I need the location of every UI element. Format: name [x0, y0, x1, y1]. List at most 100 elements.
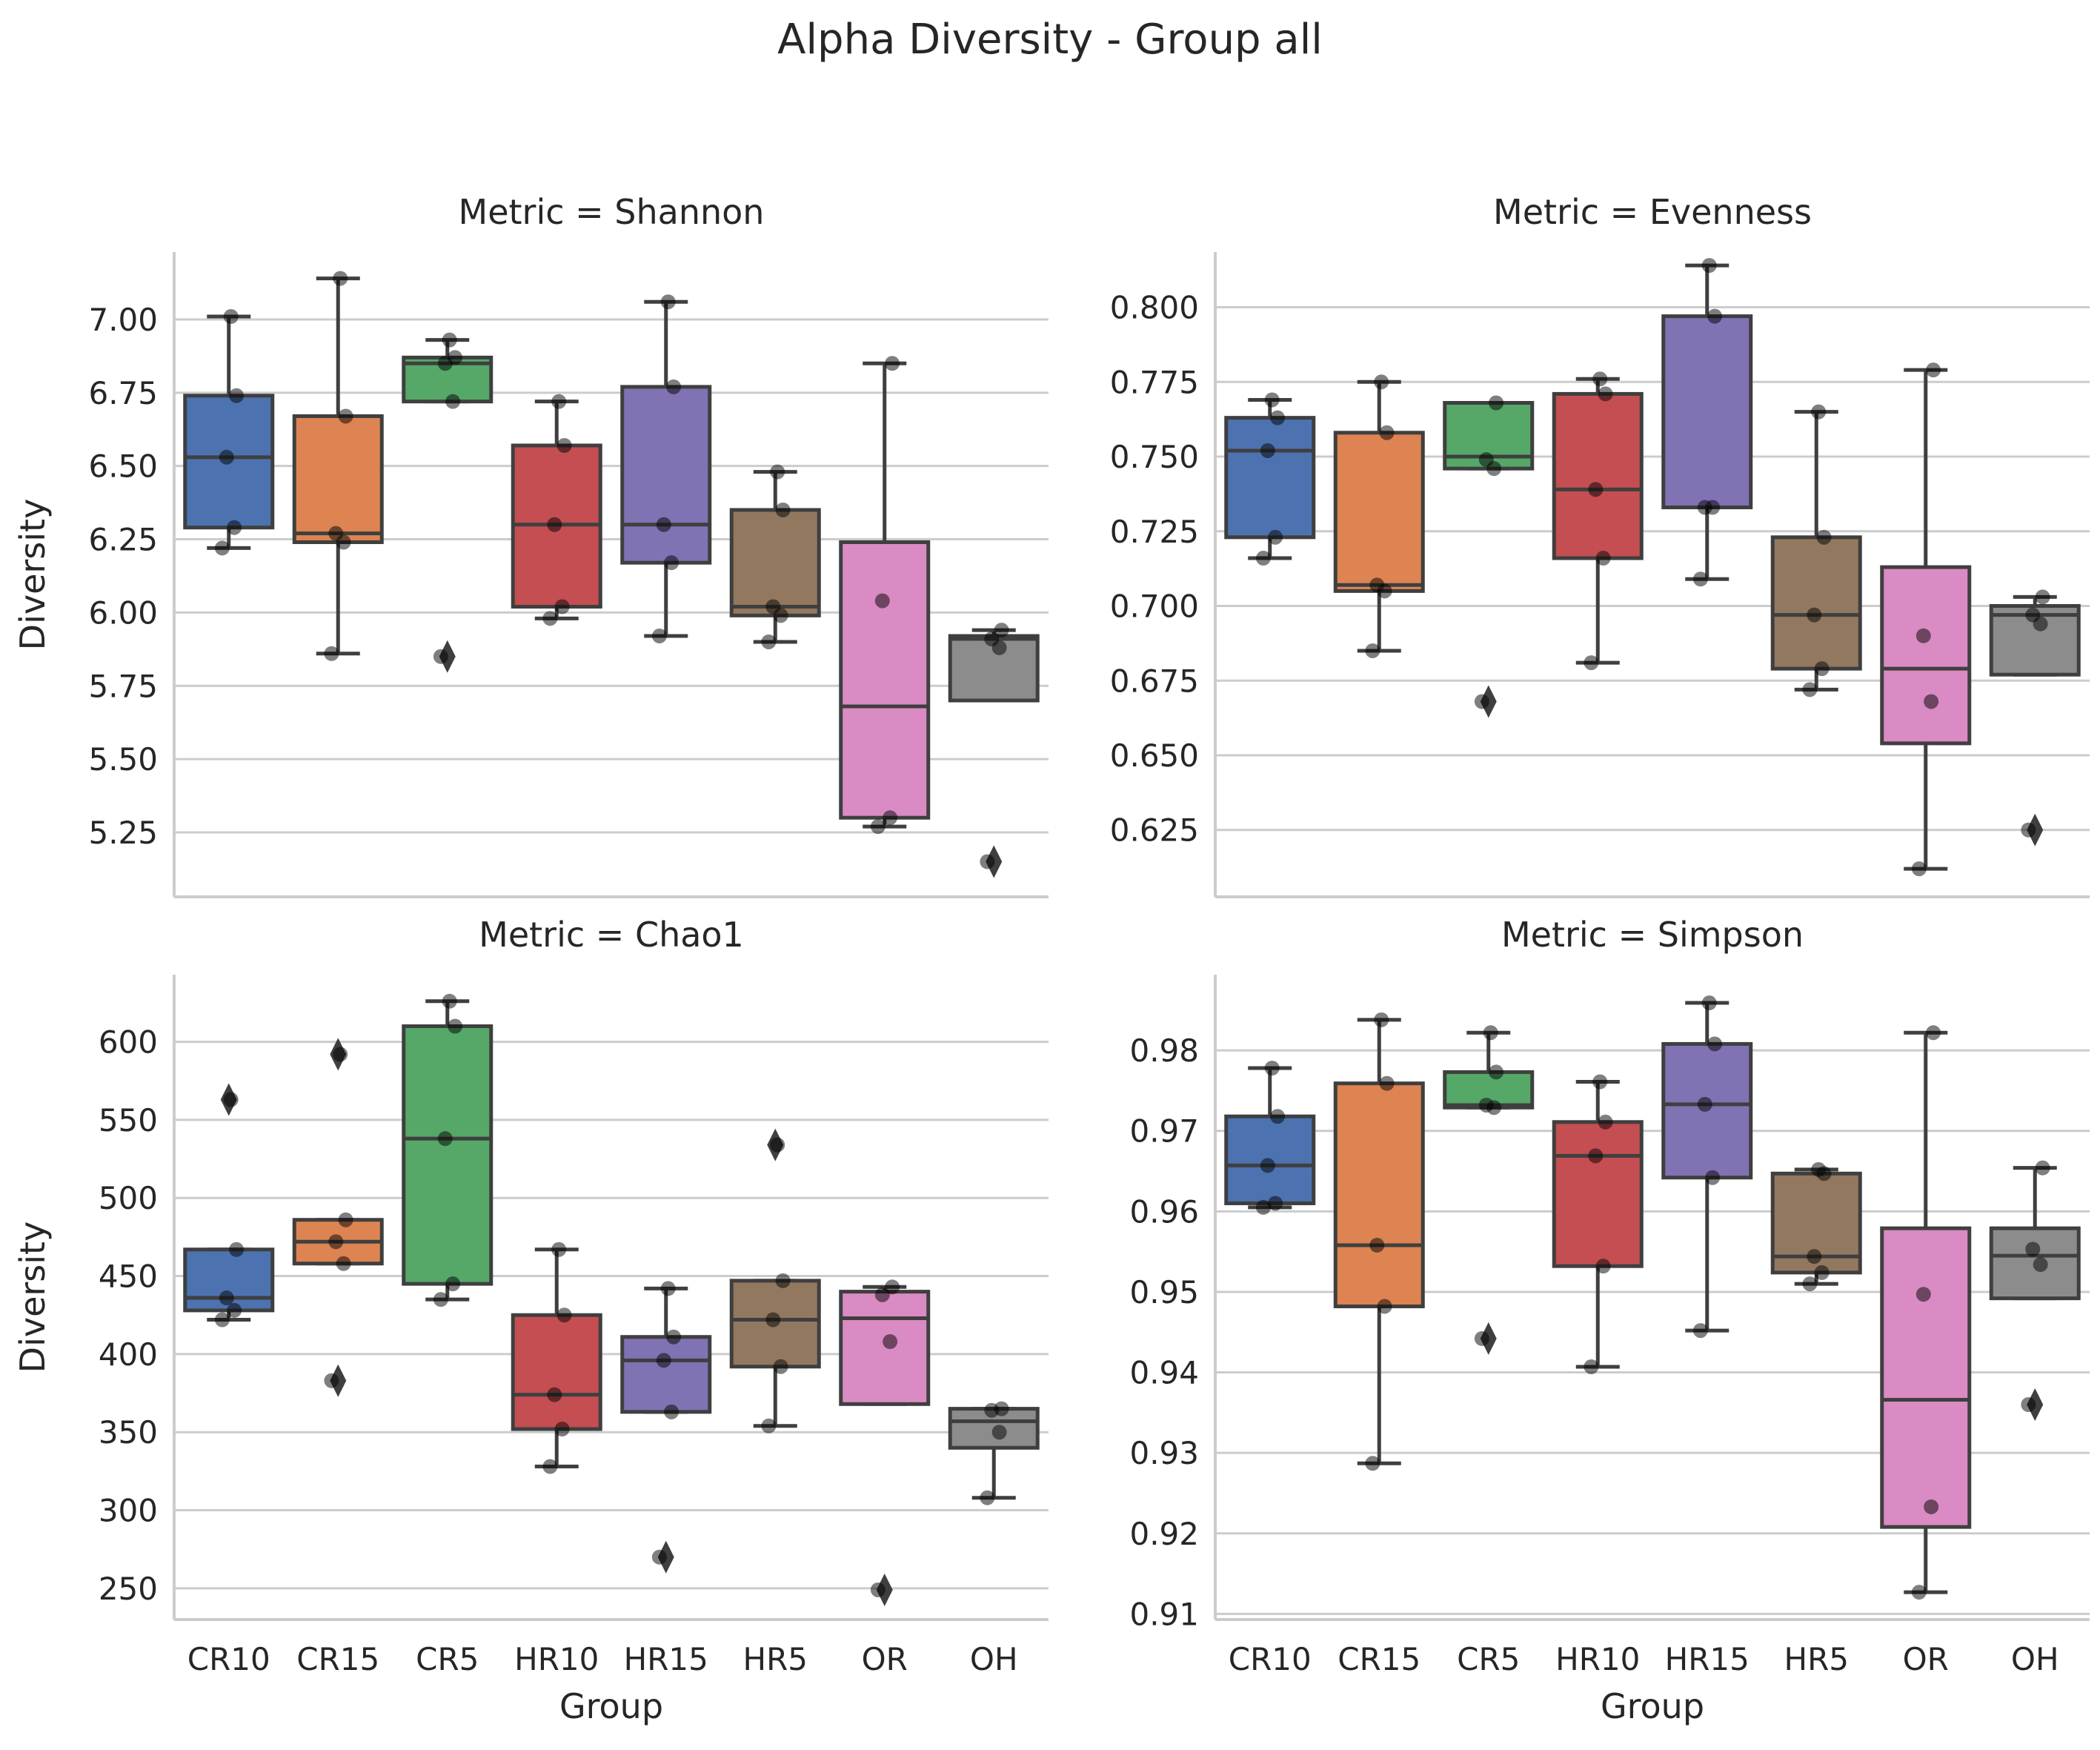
data-point [666, 1329, 682, 1345]
box-hr5 [729, 1128, 821, 1434]
x-tick-label: OH [970, 1641, 1018, 1677]
y-tick-label: 6.75 [88, 375, 158, 411]
y-tick-label: 0.625 [1110, 812, 1199, 849]
box-cr15 [1333, 374, 1425, 658]
data-point [542, 1459, 558, 1474]
panel-title: Metric = Simpson [1501, 915, 1804, 955]
y-tick-label: 0.650 [1110, 738, 1199, 774]
panel-evenness: 0.625 0.650 0.675 0.700 0.725 0.750 0.775 0.800… [1110, 192, 2090, 898]
box-hr10 [511, 1242, 602, 1474]
box-hr5 [729, 464, 821, 649]
box-body [1552, 391, 1644, 560]
data-point [445, 394, 461, 409]
box-or [839, 1279, 931, 1606]
data-point [1478, 452, 1494, 468]
box-oh [1989, 1160, 2081, 1421]
data-point [1807, 1249, 1822, 1265]
x-tick-label: CR10 [1229, 1641, 1312, 1677]
data-point [994, 1401, 1009, 1416]
box-hr5 [1770, 1161, 1862, 1292]
y-tick-label: 5.75 [88, 668, 158, 704]
data-point [1260, 443, 1275, 458]
data-point [1598, 386, 1613, 402]
data-point [1814, 661, 1830, 677]
data-point [223, 309, 239, 324]
data-point [1915, 1287, 1931, 1302]
data-point [214, 1312, 230, 1328]
data-point [1584, 655, 1599, 671]
data-point [1592, 371, 1608, 387]
box-hr15 [1661, 258, 1753, 587]
data-point [2035, 589, 2050, 605]
box-body [511, 1313, 602, 1431]
data-point [1592, 1074, 1608, 1090]
y-tick-label: 0.750 [1110, 439, 1199, 475]
data-point [1478, 1097, 1494, 1113]
data-point [1811, 1161, 1827, 1177]
data-point [219, 1290, 234, 1306]
data-point [1374, 374, 1389, 390]
data-point [1707, 1036, 1723, 1052]
data-point [433, 1292, 448, 1307]
data-point [885, 1279, 900, 1295]
x-tick-label: OR [1903, 1641, 1949, 1677]
data-point [1692, 1323, 1708, 1339]
box-body [1552, 1120, 1644, 1268]
data-point [328, 1234, 344, 1250]
box-body [402, 1024, 494, 1286]
y-tick-label: 0.775 [1110, 364, 1199, 400]
box-body [839, 540, 931, 820]
data-point [547, 517, 562, 532]
panel-title: Metric = Shannon [459, 192, 765, 232]
data-point [660, 1281, 676, 1296]
data-point [980, 1490, 995, 1505]
data-point [885, 356, 900, 371]
data-point [2033, 1257, 2048, 1273]
data-point [1588, 1148, 1604, 1164]
x-tick-label: HR15 [624, 1641, 708, 1677]
data-point [1255, 551, 1271, 566]
x-axis-label: Group [1601, 1686, 1704, 1726]
data-point [1489, 395, 1504, 411]
data-point [547, 1387, 562, 1402]
y-tick-label: 0.675 [1110, 663, 1199, 699]
data-point [445, 1276, 461, 1292]
data-point [651, 1549, 667, 1565]
data-point [656, 517, 671, 532]
data-point [1802, 1276, 1818, 1292]
box-cr5 [1443, 1025, 1535, 1355]
data-point [1270, 410, 1286, 425]
y-tick-label: 0.98 [1129, 1033, 1199, 1069]
data-point [1814, 1265, 1830, 1280]
box-body [1333, 1081, 1425, 1308]
box-body [620, 1335, 712, 1414]
panel-chao1: 250 300 350 400 450 500 550 600 Metric = Chao1 Di… [13, 915, 1049, 1726]
x-tick-label: OR [862, 1641, 908, 1677]
y-tick-label: 0.96 [1129, 1193, 1199, 1230]
panel-title: Metric = Evenness [1493, 192, 1812, 232]
data-point [2021, 822, 2036, 838]
data-point [338, 408, 353, 424]
x-tick-label: CR5 [1457, 1641, 1520, 1677]
data-point [1369, 1237, 1385, 1253]
data-point [984, 632, 1000, 646]
data-point [775, 1273, 791, 1288]
data-point [660, 294, 676, 310]
x-axis-label: Group [559, 1686, 663, 1726]
box-hr5 [1770, 404, 1862, 697]
box-cr5 [402, 332, 494, 673]
panel-shannon: 5.25 5.50 5.75 6.00 6.25 6.50 6.75 7.00 Metric =… [13, 192, 1049, 898]
data-point [651, 629, 667, 644]
data-point [770, 464, 785, 480]
data-point [1811, 404, 1827, 420]
data-point [338, 1212, 353, 1227]
box-hr10 [511, 394, 602, 626]
data-point [991, 1425, 1007, 1440]
data-point [1705, 1170, 1721, 1185]
data-point [765, 1312, 781, 1328]
data-point [227, 520, 242, 535]
box-cr10 [183, 309, 275, 556]
y-tick-label: 0.97 [1129, 1113, 1199, 1150]
data-point [333, 271, 348, 286]
data-point [2035, 1160, 2050, 1176]
